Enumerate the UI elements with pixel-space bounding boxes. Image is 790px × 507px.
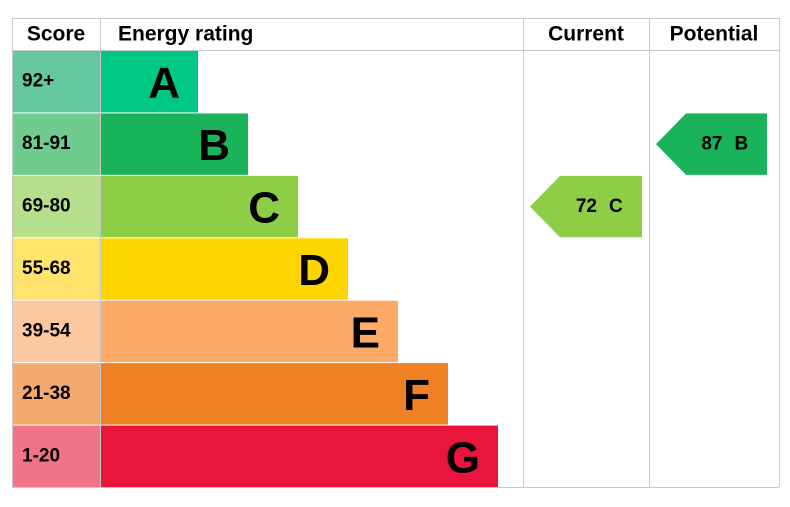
rating-letter: E (351, 308, 380, 357)
current-arrow (530, 175, 642, 238)
current-value: 72 (576, 196, 597, 217)
rating-letter: A (148, 59, 180, 108)
score-label: 39-54 (22, 320, 71, 341)
rating-bar (100, 363, 448, 425)
potential-value: 87 (701, 134, 722, 155)
header-current: Current (548, 23, 624, 46)
rating-bar (100, 425, 498, 487)
score-cell (12, 113, 100, 175)
score-cell (12, 425, 100, 487)
rating-bar (100, 113, 248, 175)
score-cell (12, 363, 100, 425)
rating-letter: B (198, 121, 230, 170)
score-label: 55-68 (22, 258, 71, 279)
score-label: 21-38 (22, 383, 71, 404)
potential-arrow (656, 113, 767, 175)
header-energy: Energy rating (118, 23, 253, 46)
score-label: 1-20 (22, 445, 60, 466)
score-cell (12, 238, 100, 300)
score-label: 69-80 (22, 196, 71, 217)
score-label: 81-91 (22, 133, 71, 154)
score-label: 92+ (22, 71, 54, 92)
header-score: Score (27, 23, 85, 46)
rating-bar (100, 51, 198, 113)
score-cell (12, 51, 100, 113)
rating-bar (100, 238, 348, 300)
current-letter: C (609, 196, 623, 217)
score-cell (12, 175, 100, 238)
rating-letter: F (403, 371, 430, 420)
score-cell (12, 300, 100, 363)
rating-bar (100, 300, 398, 363)
header-potential: Potential (670, 23, 759, 46)
rating-letter: C (248, 184, 280, 233)
rating-letter: G (446, 433, 480, 482)
potential-letter: B (735, 134, 749, 155)
rating-bar (100, 175, 298, 238)
rating-letter: D (298, 246, 330, 295)
